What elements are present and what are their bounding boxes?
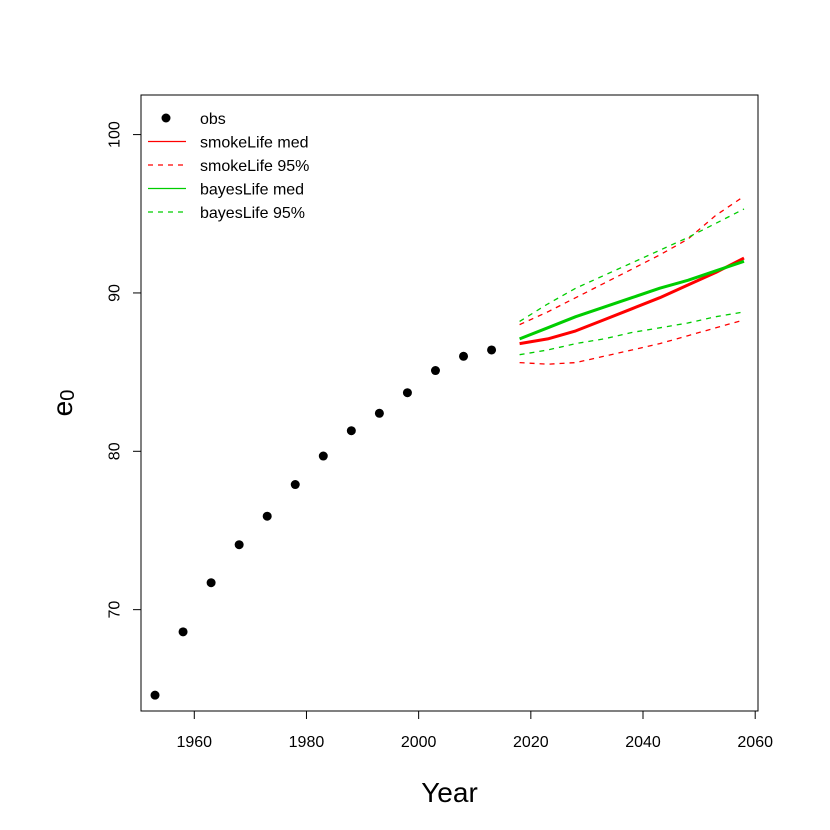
obs-point — [206, 578, 216, 588]
legend-obs-label: obs — [200, 111, 226, 128]
obs-point — [178, 627, 188, 637]
x-tick-label: 1980 — [289, 734, 325, 751]
obs-point — [150, 690, 160, 700]
bayeslife-med-line — [519, 259, 745, 341]
obs-point — [402, 388, 412, 398]
smokelife-95-lower-line — [519, 319, 745, 365]
obs-point — [234, 540, 244, 550]
y-tick-label: 100 — [107, 121, 124, 148]
y-axis-title: e0 — [47, 390, 80, 417]
legend: obs smokeLife med smokeLife 95% bayesLife m… — [148, 111, 309, 222]
bayeslife-95-lower-line — [519, 311, 745, 356]
legend-bayeslife-95-label: bayesLife 95% — [200, 205, 305, 222]
y-axis-title-subscript: 0 — [57, 390, 79, 401]
bayeslife-95-upper-line — [519, 208, 745, 322]
obs-point — [459, 351, 469, 361]
x-tick-label: 2060 — [737, 734, 773, 751]
x-axis-title: Year — [421, 777, 478, 808]
x-tick-label: 2000 — [401, 734, 437, 751]
obs-point — [430, 366, 440, 376]
plot-frame — [140, 94, 759, 712]
obs-point — [262, 511, 272, 521]
plot-series — [150, 195, 745, 700]
y-tick-label: 90 — [107, 284, 124, 302]
y-axis-title-main: e — [47, 401, 78, 417]
y-tick-label: 80 — [107, 442, 124, 460]
legend-smokelife-95-label: smokeLife 95% — [200, 158, 309, 175]
x-tick-label: 2020 — [513, 734, 549, 751]
legend-obs-marker — [161, 113, 171, 123]
obs-point — [374, 408, 384, 418]
obs-point — [318, 451, 328, 461]
obs-point — [487, 345, 497, 355]
legend-smokelife-med-label: smokeLife med — [200, 135, 309, 152]
x-tick-label: 1960 — [176, 734, 212, 751]
obs-point — [290, 480, 300, 490]
smokelife-95-upper-line — [519, 195, 745, 326]
y-tick-label: 70 — [107, 601, 124, 619]
obs-point — [346, 426, 356, 436]
legend-bayeslife-med-label: bayesLife med — [200, 182, 304, 199]
smokelife-med-line — [519, 256, 745, 346]
x-tick-label: 2040 — [625, 734, 661, 751]
